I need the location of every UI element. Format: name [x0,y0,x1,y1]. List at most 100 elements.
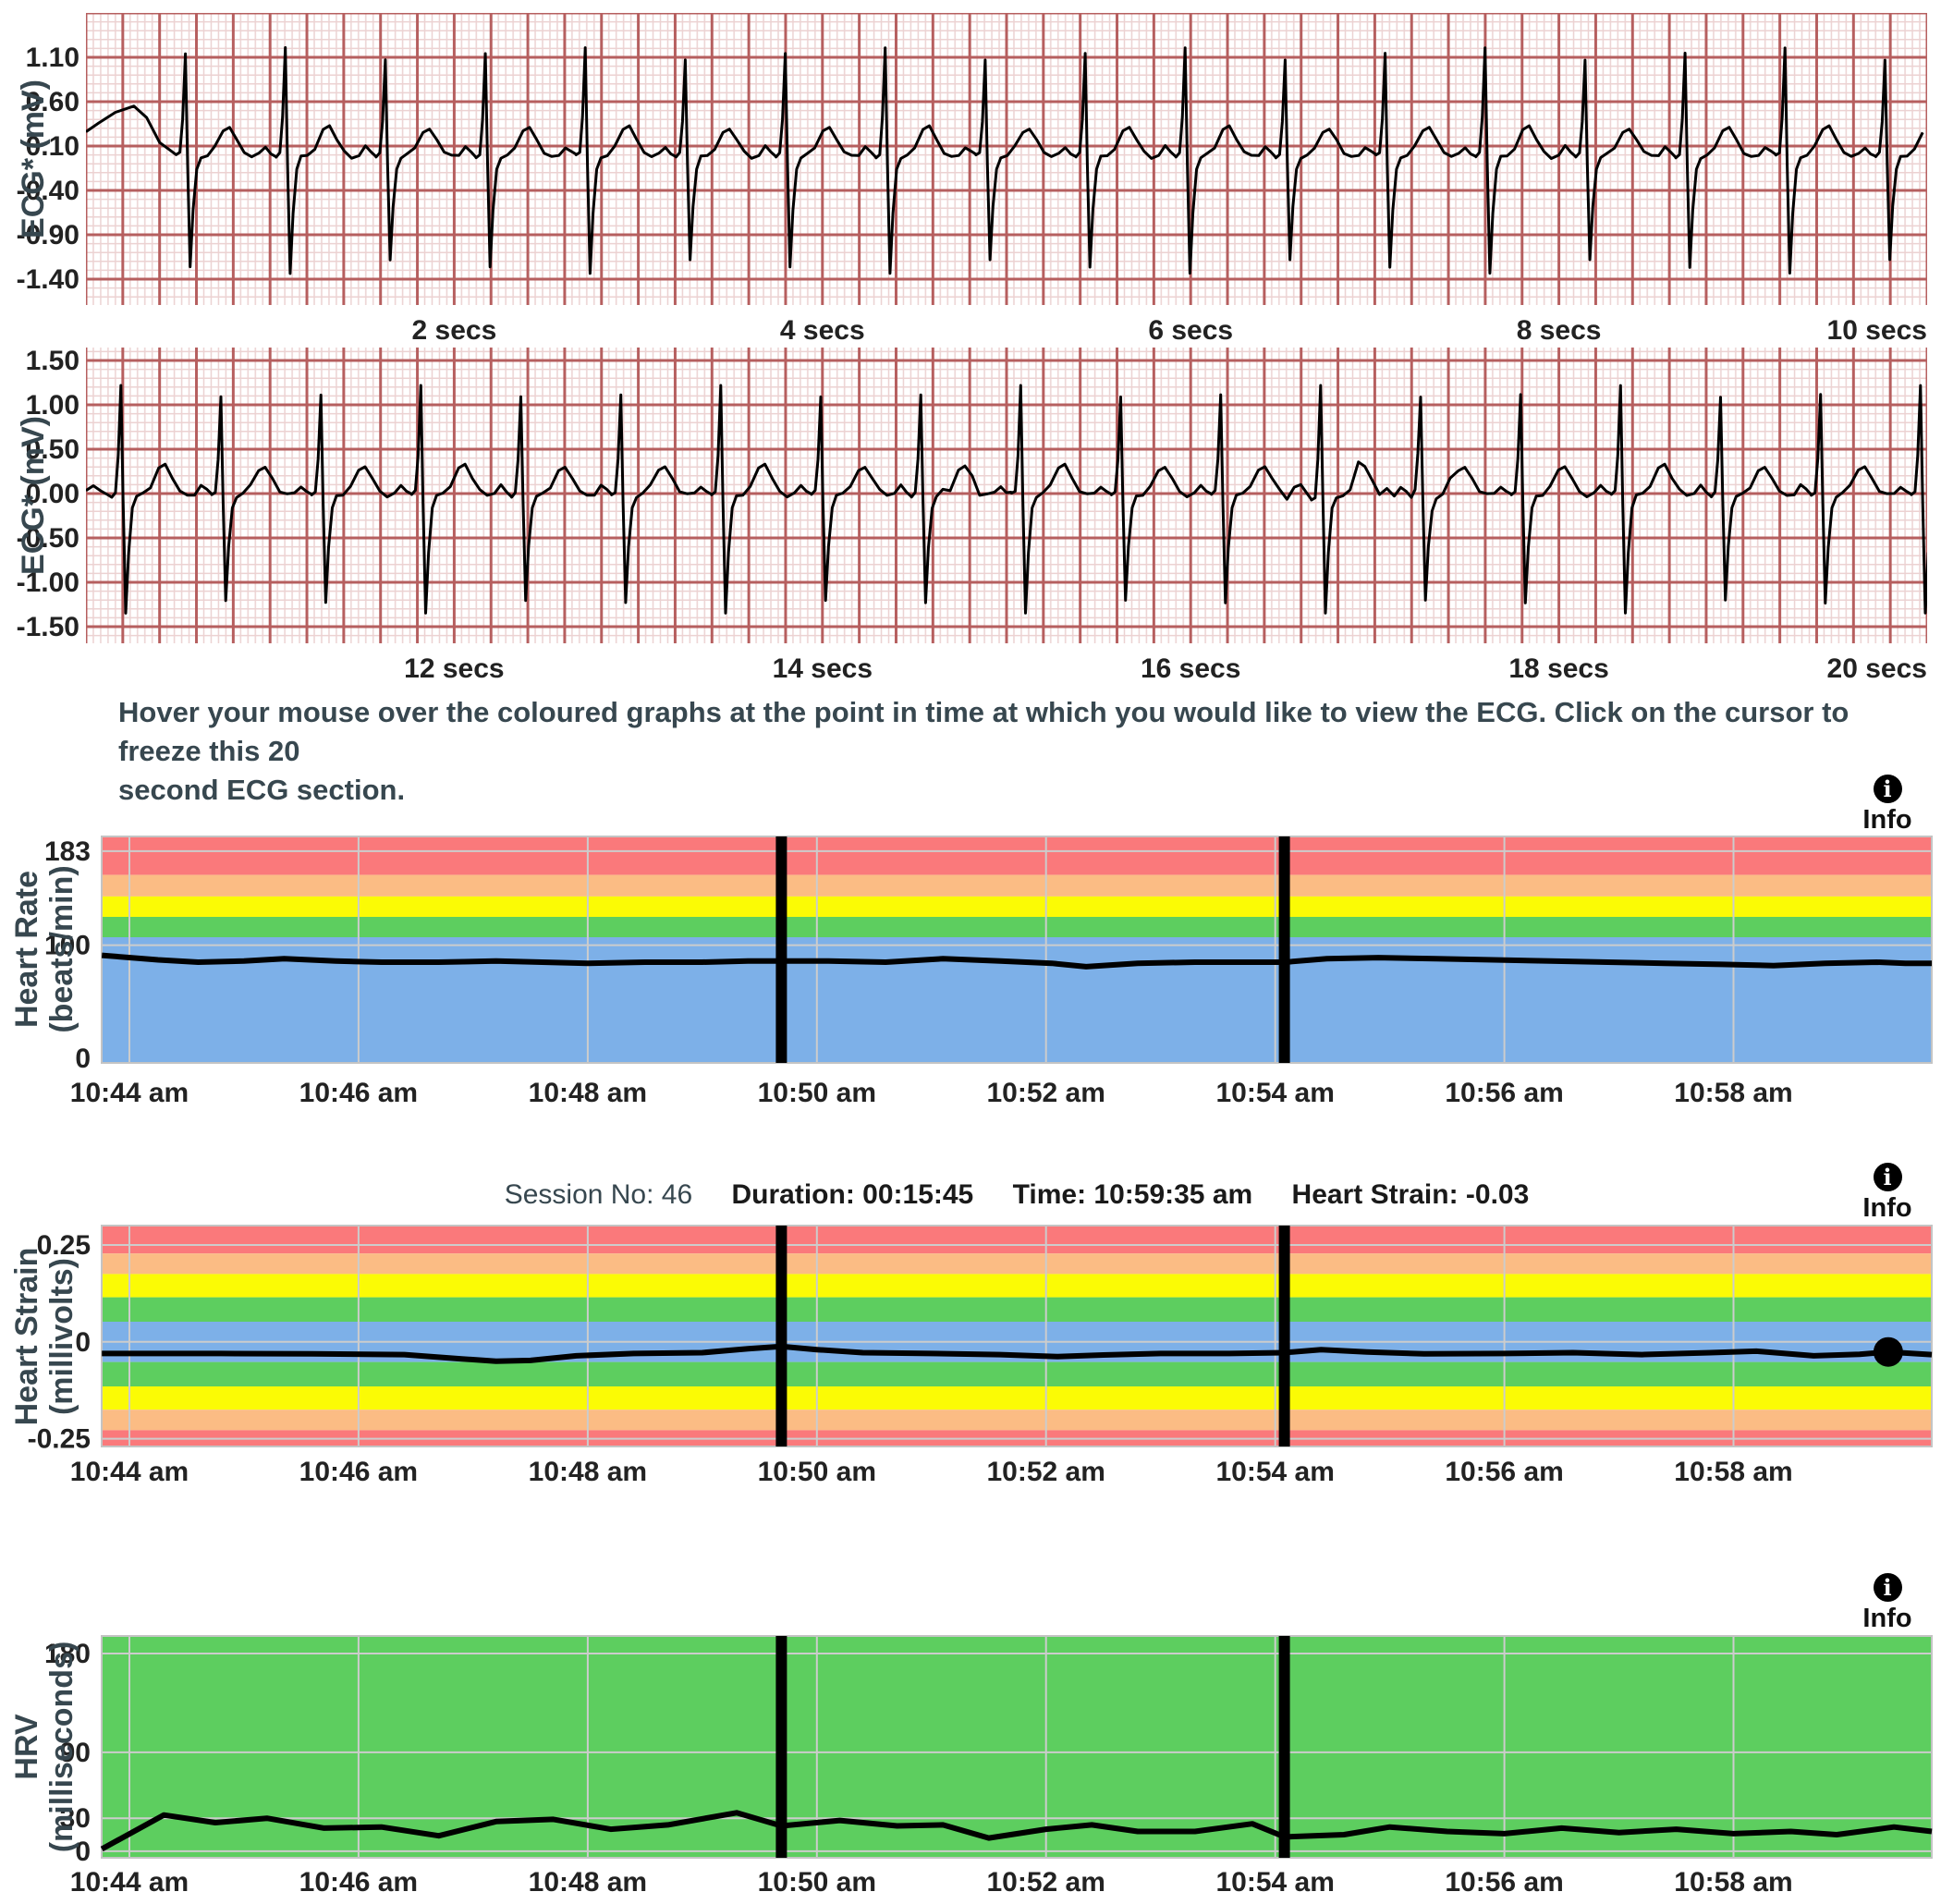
session-time: Time: 10:59:35 am [1012,1179,1253,1210]
ecg-strip-2-grid [86,348,1927,643]
info-icon[interactable]: i [1873,1573,1902,1602]
heart-rate-xtick: 10:54 am [1215,1078,1334,1108]
ecg-strip-1-trace [86,46,1924,275]
ecg-strip-1-xtick: 10 secs [1827,315,1927,346]
heart-rate-zone-band [102,917,1932,937]
ecg-strip-2-xtick: 14 secs [773,653,873,684]
heart-rate-xtick: 10:46 am [299,1078,418,1108]
heart-rate-xtick: 10:58 am [1674,1078,1792,1108]
ecg-strip-2-ytick: 1.50 [26,346,79,376]
heart-rate-xtick: 10:50 am [758,1078,876,1108]
hrv-xtick: 10:52 am [986,1867,1105,1898]
info-icon[interactable]: i [1873,1163,1902,1191]
hrv-ytick: 180 [44,1639,91,1669]
heart-strain-xtick: 10:48 am [529,1457,647,1487]
heart-rate-line [101,952,1932,970]
ecg-strip-1-xtick: 2 secs [412,315,497,346]
hrv-xtick: 10:44 am [70,1867,189,1898]
heart-rate-xtick: 10:52 am [986,1078,1105,1108]
heart-strain-zone-band [102,1386,1932,1410]
info-button-label[interactable]: Info [1862,1193,1912,1223]
heart-rate-zone-band [102,937,1932,1063]
heart-strain-y-axis-label-line2: (millivolts) [44,1257,79,1416]
heart-strain-zone-band [102,1274,1932,1298]
ecg1-y-axis-label: ECG* (mV) [16,79,51,238]
info-button-hrv[interactable]: i Info [1850,1573,1924,1634]
ecg1-y-axis-label-text: ECG* (mV) [16,79,51,238]
heart-strain-xtick: 10:50 am [758,1457,876,1487]
ecg-strip-2-xtick: 18 secs [1508,653,1608,684]
ecg-strip-2-xtick: 16 secs [1141,653,1240,684]
ecg-strip-1-ytick: 0.60 [26,87,79,117]
ecg-cursor-bar[interactable] [775,836,787,1063]
heart-strain-ytick: 0 [75,1327,91,1358]
ecg-strip-1-ytick: -1.40 [17,264,79,295]
heart-strain-zone-band [102,1253,1932,1275]
ecg-strip-1-xtick: 6 secs [1148,315,1233,346]
hrv-line [100,1810,1933,1852]
heart-rate-y-axis-label-line2: (beats/min) [44,865,79,1033]
hrv-plot[interactable] [101,1635,1933,1859]
ecg-cursor-bar[interactable] [1278,836,1290,1063]
ecg-strip-1-xtick: 8 secs [1517,315,1602,346]
current-strain-marker [1873,1336,1903,1367]
hrv-zone-band [102,1636,1932,1858]
heart-rate-y-axis-label-line1: Heart Rate [9,870,44,1029]
session-number: Session No: 46 [504,1179,693,1210]
ecg-strip-2-ytick: -1.00 [17,568,79,598]
hrv-xtick: 10:48 am [529,1867,647,1898]
heart-strain-xtick: 10:52 am [986,1457,1105,1487]
heart-rate-xtick: 10:56 am [1445,1078,1563,1108]
heart-strain-xtick: 10:58 am [1674,1457,1792,1487]
heart-rate-ytick: 100 [44,931,91,961]
ecg-strip-2-xtick: 12 secs [404,653,504,684]
hrv-xtick: 10:54 am [1215,1867,1334,1898]
heart-strain-y-axis-label: Heart Strain (millivolts) [9,1248,79,1426]
info-icon[interactable]: i [1873,775,1902,803]
info-button-heart-strain[interactable]: i Info [1850,1163,1924,1224]
info-button-heart-rate[interactable]: i Info [1850,775,1924,836]
heart-strain-zone-band [102,1226,1932,1254]
hrv-xtick: 10:46 am [299,1867,418,1898]
ecg-strip-1-ytick: -0.90 [17,220,79,250]
ecg-strip-1-ytick: -0.40 [17,176,79,206]
heart-strain-xtick: 10:56 am [1445,1457,1563,1487]
ecg-strip-2-ytick: 0.00 [26,479,79,509]
instruction-text: Hover your mouse over the coloured graph… [118,696,1849,806]
ecg-cursor-bar[interactable] [775,1226,787,1446]
heart-strain-zone-band [102,1297,1932,1322]
ecg-strip-2-ytick: 1.00 [26,390,79,421]
ecg-strip-1-ytick: 1.10 [26,43,79,73]
session-header: Session No: 46 Duration: 00:15:45 Time: … [102,1179,1932,1211]
ecg-strip-1-ytick: 0.10 [26,131,79,162]
heart-rate-ytick: 0 [75,1044,91,1074]
info-button-label[interactable]: Info [1862,805,1912,835]
heart-rate-zone-band [102,896,1932,917]
heart-rate-zone-band [102,874,1932,897]
hrv-y-axis-label: HRV (milliseconds) [9,1642,79,1853]
hrv-xtick: 10:58 am [1674,1867,1792,1898]
hrv-ytick: 30 [60,1803,91,1834]
hrv-xtick: 10:56 am [1445,1867,1563,1898]
hrv-y-axis-label-line2: (milliseconds) [44,1641,79,1853]
ecg2-y-axis-label-text: ECG* (mV) [16,416,51,575]
heart-strain-ytick: 0.25 [37,1230,91,1261]
heart-rate-plot[interactable] [101,836,1933,1064]
ecg-cursor-bar[interactable] [1278,1636,1290,1858]
ecg-strip-2-xtick: 20 secs [1827,653,1927,684]
heart-strain-zone-band [102,1361,1932,1386]
info-button-label[interactable]: Info [1862,1604,1912,1633]
ecg-cursor-bar[interactable] [1278,1226,1290,1446]
hrv-xtick: 10:50 am [758,1867,876,1898]
hrv-ytick: 0 [75,1837,91,1867]
heart-rate-ytick: 183 [44,836,91,867]
heart-strain-xtick: 10:54 am [1215,1457,1334,1487]
heart-strain-plot[interactable] [101,1225,1933,1447]
session-duration: Duration: 00:15:45 [731,1179,974,1210]
heart-strain-y-axis-label-line1: Heart Strain [9,1247,44,1426]
ecg-cursor-bar[interactable] [775,1636,787,1858]
ecg-strip-1-xtick: 4 secs [780,315,865,346]
session-heart-strain: Heart Strain: -0.03 [1291,1179,1530,1210]
heart-strain-xtick: 10:44 am [70,1457,189,1487]
